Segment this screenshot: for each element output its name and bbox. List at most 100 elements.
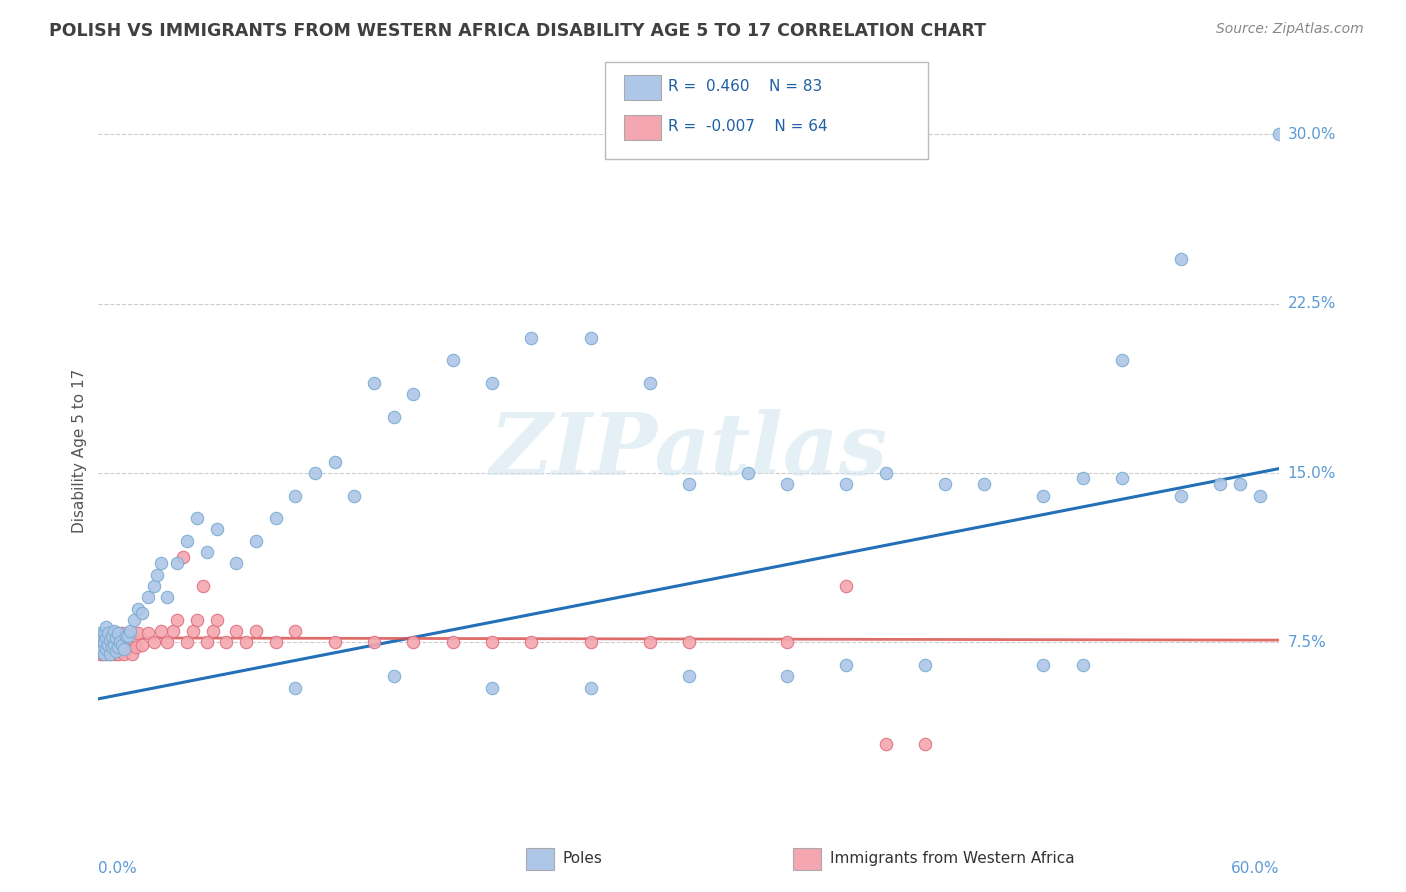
Point [304, 466, 326, 480]
Point [1032, 657, 1054, 672]
Point [125, 640, 148, 654]
Point [96, 619, 118, 633]
Point [89, 626, 111, 640]
Text: 60.0%: 60.0% [1232, 862, 1279, 877]
Point [103, 647, 125, 661]
Point [678, 477, 700, 491]
Point [914, 737, 936, 751]
Point [101, 629, 124, 643]
Point [112, 647, 135, 661]
Point [382, 669, 405, 683]
Text: 22.5%: 22.5% [1288, 296, 1336, 311]
Point [117, 629, 139, 643]
Point [93, 635, 115, 649]
Point [205, 613, 228, 627]
Point [97, 626, 120, 640]
Point [323, 635, 346, 649]
Point [481, 635, 503, 649]
Point [1249, 489, 1271, 503]
Point [97, 626, 120, 640]
Point [96, 647, 118, 661]
Point [284, 681, 307, 695]
Point [111, 638, 134, 652]
Point [156, 635, 179, 649]
Point [205, 523, 228, 537]
Point [103, 624, 125, 639]
Point [181, 624, 204, 639]
Point [96, 633, 118, 648]
Point [136, 626, 159, 640]
Point [1032, 489, 1054, 503]
Text: 7.5%: 7.5% [1288, 635, 1326, 650]
Point [481, 681, 503, 695]
Point [835, 579, 858, 593]
Point [136, 591, 159, 605]
Point [579, 681, 602, 695]
Point [1071, 470, 1094, 484]
Point [89, 638, 111, 652]
Point [117, 640, 139, 654]
Point [776, 669, 799, 683]
Text: 15.0%: 15.0% [1288, 466, 1336, 481]
Point [176, 635, 198, 649]
Point [166, 557, 188, 571]
Point [107, 640, 129, 654]
Point [97, 640, 120, 654]
Point [441, 635, 464, 649]
Point [97, 638, 120, 652]
Point [108, 640, 131, 654]
Point [107, 626, 129, 640]
Point [934, 477, 956, 491]
Point [142, 579, 165, 593]
Point [98, 633, 121, 648]
Point [127, 601, 149, 615]
Text: 30.0%: 30.0% [1288, 127, 1336, 142]
Point [402, 387, 425, 401]
Point [115, 629, 138, 643]
Point [215, 635, 238, 649]
Point [382, 409, 405, 424]
Text: R =  -0.007    N = 64: R = -0.007 N = 64 [668, 119, 828, 134]
Point [323, 455, 346, 469]
Point [638, 376, 661, 390]
Point [176, 533, 198, 548]
Point [105, 631, 128, 645]
Point [1268, 128, 1291, 142]
Point [111, 626, 134, 640]
Point [264, 511, 287, 525]
Point [122, 633, 145, 648]
Point [150, 624, 173, 639]
Text: 0.0%: 0.0% [98, 862, 138, 877]
Point [89, 647, 111, 661]
Point [103, 638, 125, 652]
Point [131, 606, 153, 620]
Point [481, 376, 503, 390]
Point [235, 635, 257, 649]
Point [98, 647, 121, 661]
Point [162, 624, 184, 639]
Point [520, 330, 543, 344]
Point [678, 669, 700, 683]
Point [195, 545, 218, 559]
Point [96, 642, 118, 657]
Point [284, 624, 307, 639]
Point [776, 477, 799, 491]
Point [284, 489, 307, 503]
Point [118, 624, 141, 639]
Point [678, 635, 700, 649]
Point [121, 647, 143, 661]
Point [875, 737, 897, 751]
Point [93, 640, 115, 654]
Point [96, 631, 118, 645]
Text: Poles: Poles [562, 851, 602, 865]
Point [186, 511, 208, 525]
Point [142, 635, 165, 649]
Point [973, 477, 995, 491]
Point [98, 647, 121, 661]
Point [343, 489, 366, 503]
Text: R =  0.460    N = 83: R = 0.460 N = 83 [668, 79, 823, 94]
Point [101, 640, 124, 654]
Text: Source: ZipAtlas.com: Source: ZipAtlas.com [1216, 22, 1364, 37]
Point [225, 557, 247, 571]
Point [131, 638, 153, 652]
